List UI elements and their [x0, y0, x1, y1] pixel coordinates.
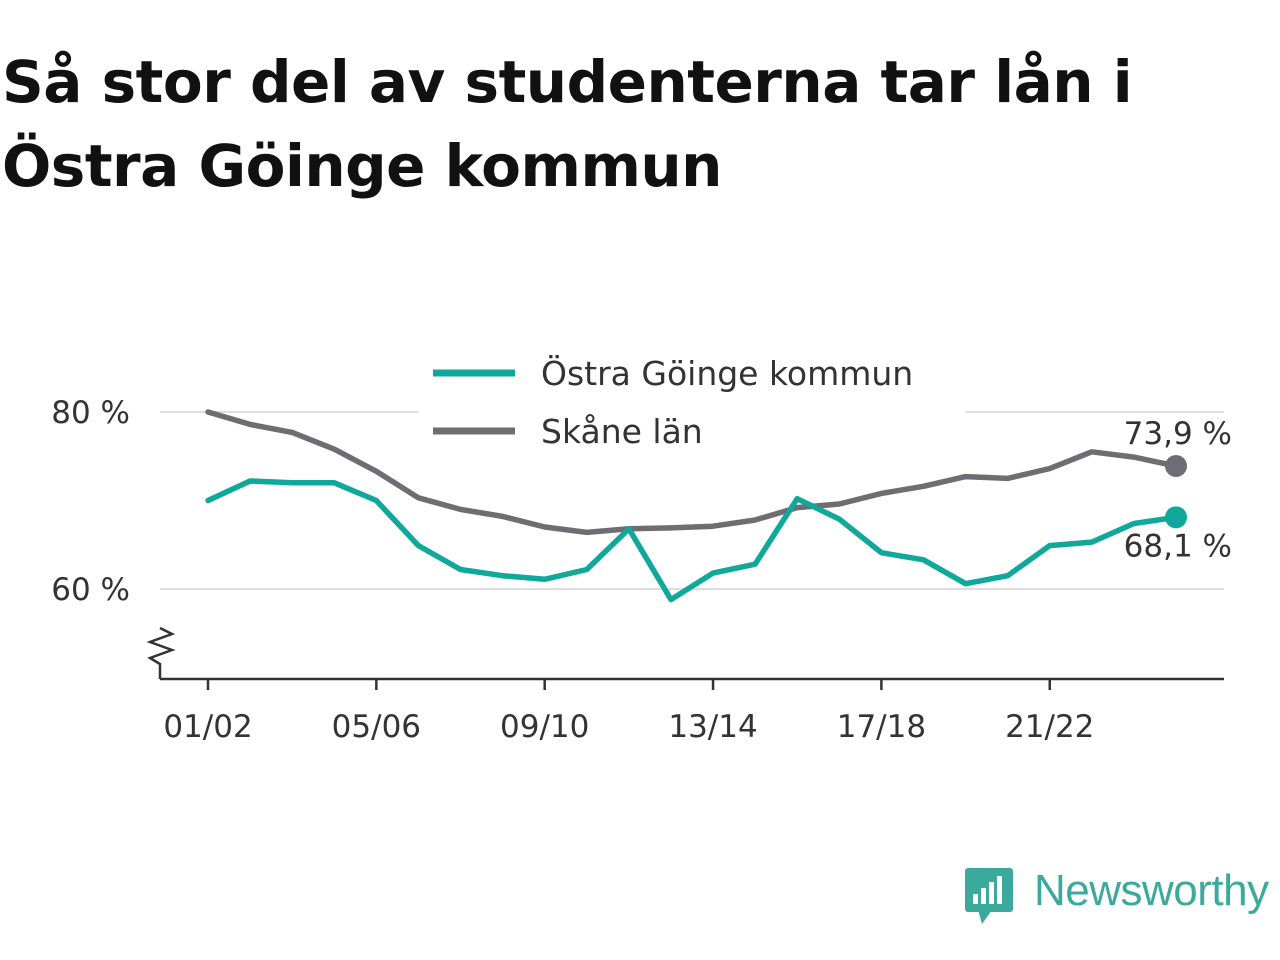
x-tick-label: 13/14	[668, 709, 757, 745]
end-point-ostra-goinge	[1165, 506, 1187, 529]
logo-text: Newsworthy	[1034, 866, 1269, 915]
chart-title: Så stor del av studenterna tar lån i Öst…	[2, 48, 1133, 200]
y-tick-label: 60 %	[51, 572, 130, 608]
end-label-skane: 73,9 %	[1124, 416, 1232, 452]
x-tick-label: 05/06	[332, 709, 421, 745]
end-labels: 73,9 % 68,1 %	[1124, 416, 1232, 564]
legend-label-skane: Skåne län	[541, 412, 703, 451]
axes: 60 % 80 % 01/02 05/06 09/10 13/14 17/18 21/22	[51, 395, 1224, 745]
x-tick-label: 01/02	[163, 709, 252, 745]
x-tick-label: 09/10	[500, 709, 589, 745]
x-tick-label: 21/22	[1005, 709, 1094, 745]
series-line-ostra-goinge	[205, 478, 1179, 603]
newsworthy-logo: Newsworthy	[964, 864, 1274, 928]
legend-label-ostra-goinge: Östra Göinge kommun	[541, 353, 913, 393]
legend: Östra Göinge kommun Skåne län	[418, 342, 966, 458]
legend-background	[418, 342, 966, 458]
end-label-ostra-goinge: 68,1 %	[1124, 528, 1232, 564]
series-lines	[205, 409, 1187, 603]
y-tick-label: 80 %	[51, 395, 130, 431]
newsworthy-logo-icon	[965, 868, 1013, 924]
end-point-skane	[1165, 454, 1187, 477]
x-tick-label: 17/18	[837, 709, 926, 745]
series-line-skane	[205, 409, 1179, 536]
y-axis-break	[146, 626, 176, 679]
